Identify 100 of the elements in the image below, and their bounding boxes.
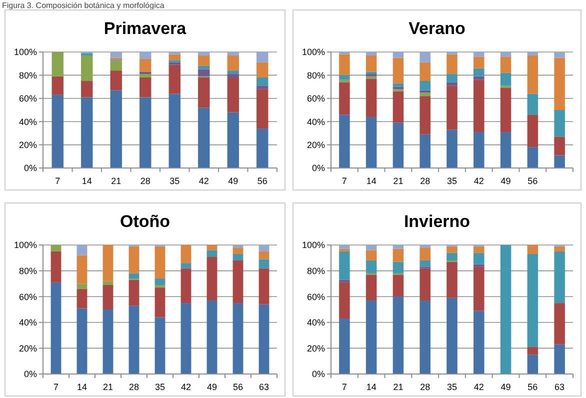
x-tick-label: 56 bbox=[528, 382, 538, 392]
bar bbox=[256, 128, 268, 168]
bar bbox=[474, 68, 484, 76]
bar bbox=[227, 78, 239, 112]
bar bbox=[50, 282, 62, 374]
bar bbox=[140, 78, 152, 98]
bar bbox=[102, 245, 114, 282]
x-tick-label: 42 bbox=[198, 176, 209, 186]
bar bbox=[366, 300, 377, 374]
bar bbox=[474, 80, 484, 132]
bar bbox=[446, 54, 458, 74]
bar bbox=[366, 55, 377, 72]
x-tick-label: 49 bbox=[206, 382, 218, 392]
bar bbox=[339, 318, 350, 374]
bar bbox=[258, 251, 270, 260]
bar bbox=[110, 90, 122, 168]
y-tick-label: 100% bbox=[14, 240, 37, 250]
bar bbox=[366, 72, 377, 74]
bar bbox=[527, 354, 538, 374]
y-tick-label: 80% bbox=[306, 70, 325, 80]
chart-title: Invierno bbox=[404, 212, 470, 231]
bar bbox=[140, 52, 152, 59]
y-tick-label: 40% bbox=[18, 318, 37, 328]
bar bbox=[366, 260, 377, 274]
bar bbox=[366, 52, 377, 56]
bar bbox=[420, 245, 430, 248]
bar bbox=[227, 70, 239, 74]
x-tick-label: 63 bbox=[554, 382, 565, 392]
bar bbox=[256, 89, 268, 129]
y-tick-label: 60% bbox=[18, 94, 37, 104]
bar bbox=[232, 260, 244, 304]
y-tick-label: 60% bbox=[306, 94, 325, 104]
x-tick-label: 42 bbox=[474, 176, 484, 186]
bar bbox=[554, 303, 565, 344]
bar bbox=[154, 317, 166, 374]
bar bbox=[154, 278, 166, 285]
bar bbox=[527, 55, 538, 94]
y-tick-label: 80% bbox=[306, 266, 325, 276]
bar bbox=[446, 262, 458, 298]
y-tick-label: 40% bbox=[18, 116, 37, 127]
bar bbox=[227, 74, 239, 78]
x-tick-label: 35 bbox=[446, 176, 458, 186]
bar bbox=[392, 248, 404, 262]
bar bbox=[420, 248, 430, 260]
bar bbox=[392, 296, 404, 374]
bar bbox=[232, 248, 244, 254]
bar bbox=[258, 245, 270, 252]
x-tick-label: 28 bbox=[128, 382, 140, 392]
x-tick-label: 42 bbox=[474, 382, 484, 392]
bar bbox=[392, 122, 404, 168]
bar bbox=[140, 72, 152, 74]
bar bbox=[154, 284, 166, 288]
bar bbox=[256, 62, 268, 78]
y-tick-label: 60% bbox=[18, 292, 37, 302]
bar bbox=[232, 245, 244, 248]
bar bbox=[198, 66, 210, 70]
bar bbox=[180, 268, 192, 304]
bar bbox=[227, 55, 239, 71]
bar bbox=[554, 110, 565, 137]
bar bbox=[527, 114, 538, 148]
bar bbox=[168, 54, 180, 60]
bar bbox=[52, 76, 64, 95]
bar bbox=[232, 303, 244, 374]
y-tick-label: 80% bbox=[18, 266, 37, 276]
bar bbox=[180, 303, 192, 374]
bar bbox=[366, 116, 377, 168]
bar bbox=[500, 72, 512, 86]
bar bbox=[206, 245, 218, 250]
x-tick-label: 35 bbox=[446, 382, 458, 392]
bar bbox=[554, 246, 565, 252]
bar bbox=[500, 52, 512, 57]
bar bbox=[527, 147, 538, 168]
bar bbox=[339, 114, 350, 168]
bar bbox=[198, 55, 210, 66]
y-tick-label: 0% bbox=[312, 369, 325, 380]
y-tick-label: 100% bbox=[302, 47, 325, 58]
bar bbox=[50, 245, 62, 252]
bar bbox=[527, 245, 538, 254]
x-tick-label: 49 bbox=[500, 176, 511, 186]
bar bbox=[76, 284, 88, 289]
bar bbox=[52, 94, 64, 168]
bar bbox=[366, 78, 377, 117]
bar bbox=[474, 56, 484, 68]
bar bbox=[474, 264, 484, 267]
bar bbox=[474, 252, 484, 264]
bar bbox=[198, 78, 210, 108]
bar bbox=[474, 266, 484, 311]
bar bbox=[554, 251, 565, 304]
bar bbox=[81, 55, 93, 81]
x-tick-label: 35 bbox=[154, 382, 166, 392]
x-tick-label: 14 bbox=[366, 176, 376, 186]
bar bbox=[554, 52, 565, 58]
x-tick-label: 21 bbox=[111, 176, 122, 186]
y-tick-label: 100% bbox=[302, 240, 325, 250]
x-tick-label: 21 bbox=[102, 382, 114, 392]
y-tick-label: 60% bbox=[306, 292, 325, 302]
bar bbox=[527, 52, 538, 56]
bar bbox=[81, 81, 93, 98]
bar bbox=[102, 310, 114, 374]
bar bbox=[474, 52, 484, 57]
